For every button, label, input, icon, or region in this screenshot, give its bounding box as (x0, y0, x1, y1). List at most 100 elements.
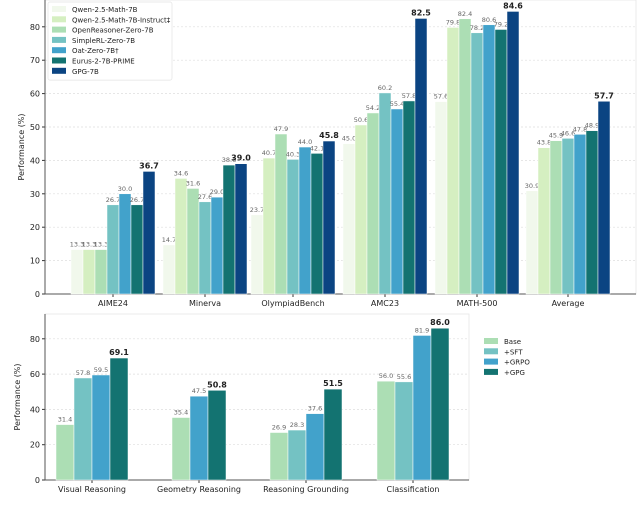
data-label: 29.0 (210, 188, 224, 196)
legend-swatch (52, 57, 66, 64)
legend-swatch (52, 26, 66, 33)
data-label: 79.8 (446, 18, 460, 26)
data-label: 35.4 (174, 409, 188, 417)
bar (573, 134, 587, 295)
x-tick-label: Classification (387, 485, 440, 494)
data-label: 50.6 (354, 116, 368, 124)
data-label: 30.9 (525, 182, 539, 190)
bar (412, 335, 432, 481)
x-tick-label: AIME24 (98, 299, 128, 308)
bar (322, 140, 336, 295)
legend-label: +GPG (504, 369, 525, 377)
bar (73, 377, 93, 481)
data-label: 47.9 (274, 125, 288, 133)
bar (210, 196, 224, 295)
bar (91, 374, 111, 481)
data-label: 39.0 (231, 154, 251, 163)
bar (189, 395, 209, 481)
y-tick-label: 0 (35, 290, 40, 299)
legend-label: Qwen-2.5-Math-7B (72, 6, 138, 14)
legend-swatch (484, 368, 498, 375)
data-label: 47.5 (192, 387, 206, 395)
chart-0: 0 10 20 30 40 50 60 70 80 Performance (%) AIME24 13… (17, 0, 637, 308)
x-tick-label: Reasoning Grounding (263, 485, 349, 494)
data-label: 45.0 (342, 135, 356, 143)
legend-swatch (484, 348, 498, 355)
y-axis-label: Performance (%) (13, 363, 22, 430)
legend-label: Qwen-2.5-Math-7B-Instruct‡ (72, 16, 171, 24)
data-label: 57.8 (402, 92, 416, 100)
bar (430, 327, 450, 481)
bar (171, 417, 191, 481)
data-label: 28.3 (290, 421, 304, 429)
bar (597, 101, 611, 295)
bar (310, 153, 324, 295)
bar (561, 138, 575, 295)
legend: Qwen-2.5-Math-7B Qwen-2.5-Math-7B-Instruc… (47, 1, 173, 81)
y-tick-label: 80 (30, 335, 40, 344)
bar (525, 190, 539, 295)
bar (269, 432, 289, 481)
bar (446, 27, 460, 295)
data-label: 57.8 (76, 369, 90, 377)
bar (585, 130, 599, 295)
x-tick-label: Average (552, 299, 585, 308)
x-tick-label: Visual Reasoning (58, 485, 126, 494)
data-label: 26.7 (130, 196, 144, 204)
data-label: 54.2 (366, 104, 380, 112)
data-label: 57.6 (434, 93, 448, 101)
bar (366, 112, 380, 295)
legend-label: OpenReasoner-Zero-7B (72, 27, 154, 35)
y-axis-label: Performance (%) (17, 113, 26, 180)
bar (323, 388, 343, 481)
bar (394, 381, 414, 481)
legend-label: GPG-7B (72, 68, 99, 76)
bar (162, 244, 176, 295)
y-tick-label: 50 (30, 123, 40, 132)
legend-label: SimpleRL-Zero-7B (72, 37, 135, 45)
y-tick-label: 40 (30, 405, 40, 414)
data-label: 51.5 (323, 379, 343, 388)
data-label: 55.6 (397, 373, 411, 381)
data-label: 13.3 (70, 241, 84, 249)
y-tick-label: 70 (30, 56, 40, 65)
bar (130, 204, 144, 295)
data-label: 69.1 (109, 348, 129, 357)
bar (106, 204, 120, 295)
x-tick-label: OlympiadBench (261, 299, 324, 308)
bar (414, 18, 428, 295)
bar (342, 143, 356, 295)
bar (376, 380, 396, 481)
y-tick-label: 10 (30, 257, 40, 266)
bar (55, 424, 75, 481)
data-label: 46.6 (561, 129, 575, 137)
bar (262, 157, 276, 295)
data-label: 57.7 (594, 91, 614, 100)
bar (250, 214, 264, 295)
y-tick-label: 0 (35, 476, 40, 485)
data-label: 13.3 (94, 241, 108, 249)
data-label: 42.1 (310, 144, 324, 152)
data-label: 48.9 (585, 122, 599, 130)
bar (82, 249, 96, 295)
data-label: 47.8 (573, 125, 587, 133)
legend-label: +GRPO (504, 359, 530, 367)
legend-swatch (52, 67, 66, 74)
bar (402, 100, 416, 295)
legend-label: Oat-Zero-7B† (72, 47, 119, 55)
y-tick-label: 20 (30, 441, 40, 450)
data-label: 40.3 (286, 150, 300, 158)
data-label: 38.6 (222, 156, 236, 164)
bar (234, 163, 248, 295)
legend-swatch (52, 16, 66, 23)
bar (94, 249, 108, 295)
x-tick-label: AMC23 (371, 299, 399, 308)
data-label: 50.8 (207, 380, 227, 389)
data-label: 55.4 (390, 100, 404, 108)
legend-swatch (484, 338, 498, 344)
legend-swatch (484, 358, 498, 365)
y-tick-label: 30 (30, 190, 40, 199)
data-label: 59.5 (94, 366, 108, 374)
data-label: 36.7 (139, 161, 159, 170)
